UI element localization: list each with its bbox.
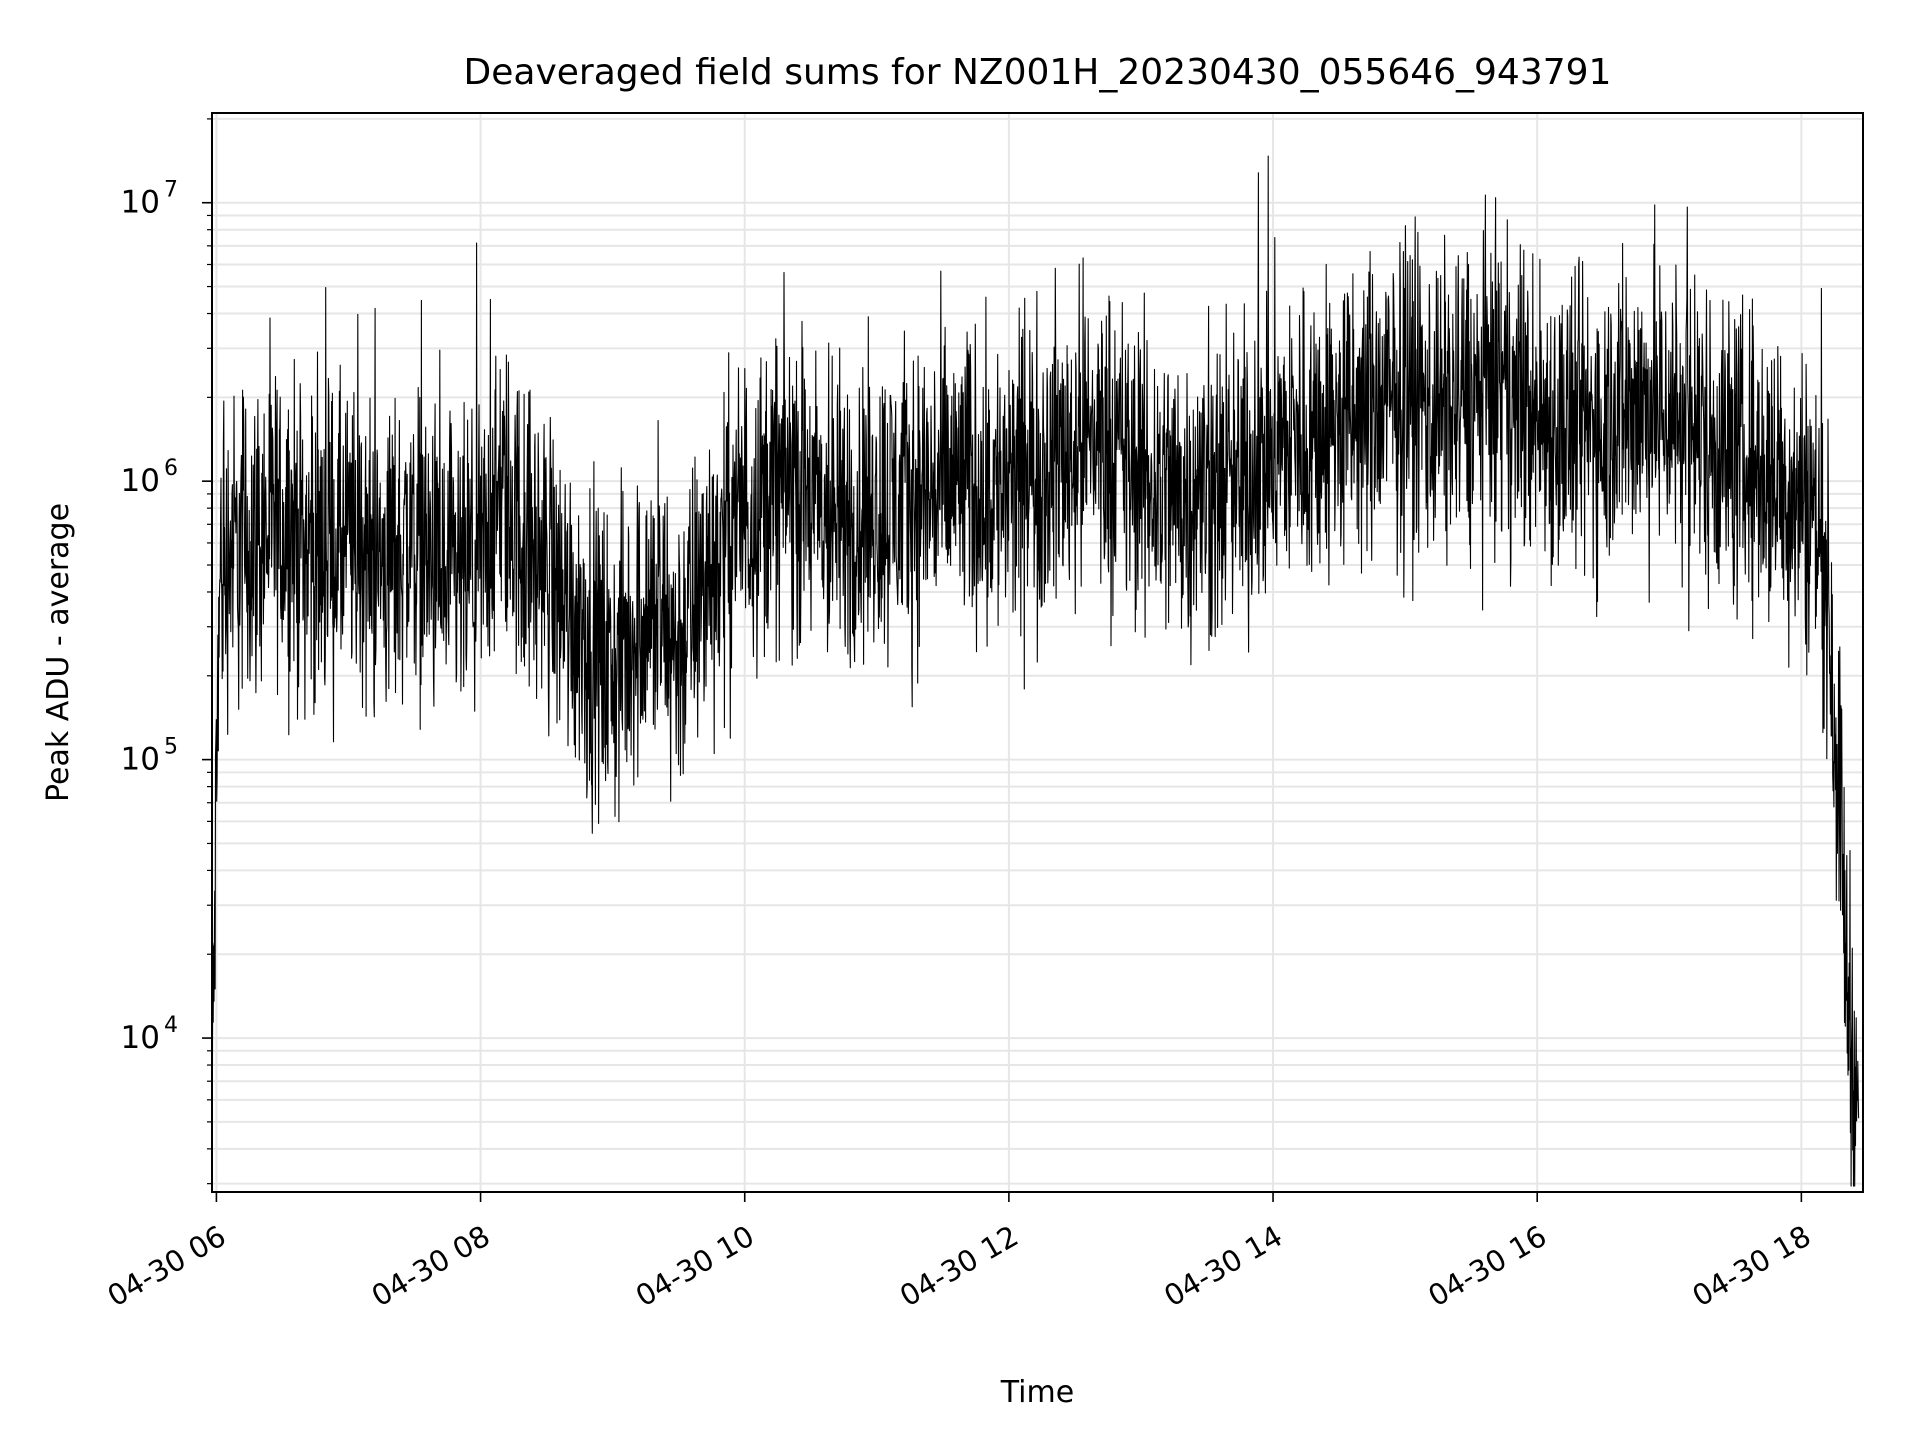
y-tick-label: 10 [121, 463, 160, 499]
series-line [211, 155, 1860, 1187]
data-layer [211, 155, 1860, 1187]
y-tick-exponent: 5 [164, 735, 178, 760]
y-tick-exponent: 4 [164, 1013, 178, 1038]
x-axis-label: Time [1000, 1375, 1074, 1410]
y-tick-base: 10 [121, 463, 160, 499]
y-tick-exponent: 6 [164, 456, 178, 481]
y-tick-label: 10 [121, 742, 160, 778]
y-tick-base: 10 [121, 742, 160, 778]
y-tick-label: 10 [121, 185, 160, 221]
y-tick-exponent: 7 [164, 178, 178, 203]
y-tick-label: 10 [121, 1020, 160, 1056]
plot-area-frame [211, 112, 1864, 1193]
y-axis-label: Peak ADU - average [41, 503, 76, 802]
y-tick-base: 10 [121, 1020, 160, 1056]
chart-title: Deaveraged field sums for NZ001H_2023043… [464, 52, 1612, 93]
y-tick-base: 10 [121, 185, 160, 221]
